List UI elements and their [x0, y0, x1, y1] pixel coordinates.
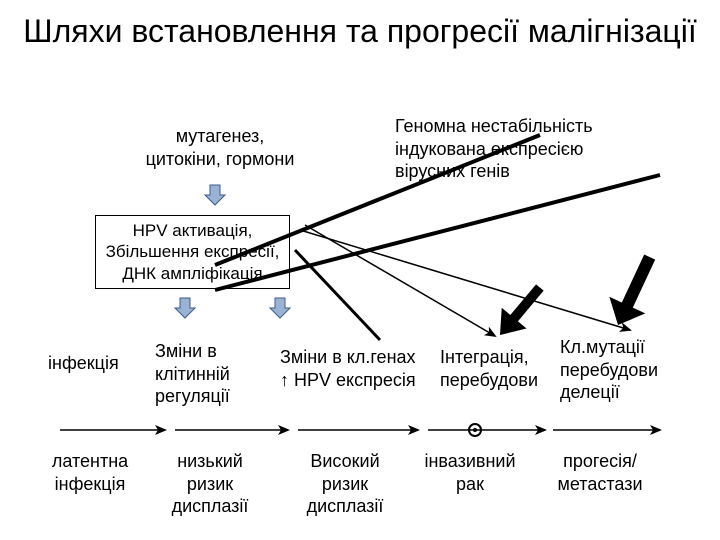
label-integration: Інтеграція, перебудови — [440, 346, 538, 391]
stage-invasive: інвазивний рак — [415, 450, 525, 495]
label-mutations: Кл.мутації перебудови делеції — [560, 336, 658, 404]
label-gene-changes: Зміни в кл.генах ↑ HPV експресія — [280, 346, 416, 391]
label-cell-reg: Зміни в клітинній регуляції — [155, 340, 230, 408]
label-genomic-instability: Геномна нестабільність індукована експре… — [395, 115, 685, 183]
box-hpv-activation: HPV активація, Збільшення експресії, ДНК… — [95, 215, 290, 289]
stage-progression: прогесія/ метастази — [545, 450, 655, 495]
diagram-title: Шляхи встановлення та прогресії малігніз… — [0, 12, 720, 50]
stage-latent: латентна інфекція — [40, 450, 140, 495]
stage-low-risk: низький ризик дисплазії — [160, 450, 260, 518]
stage-high-risk: Високий ризик дисплазії — [290, 450, 400, 518]
label-mutagenesis: мутагенез, цитокіни, гормони — [120, 125, 320, 170]
label-infection: інфекція — [48, 352, 119, 375]
